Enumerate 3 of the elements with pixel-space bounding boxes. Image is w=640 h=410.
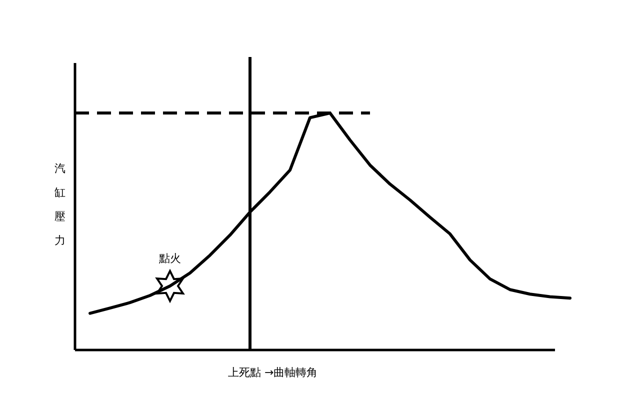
x-axis-title: 上死點 →曲軸轉角 <box>228 366 318 379</box>
y-axis-title: 汽缸壓力 <box>54 162 66 247</box>
annotation: 點火 <box>158 252 181 266</box>
